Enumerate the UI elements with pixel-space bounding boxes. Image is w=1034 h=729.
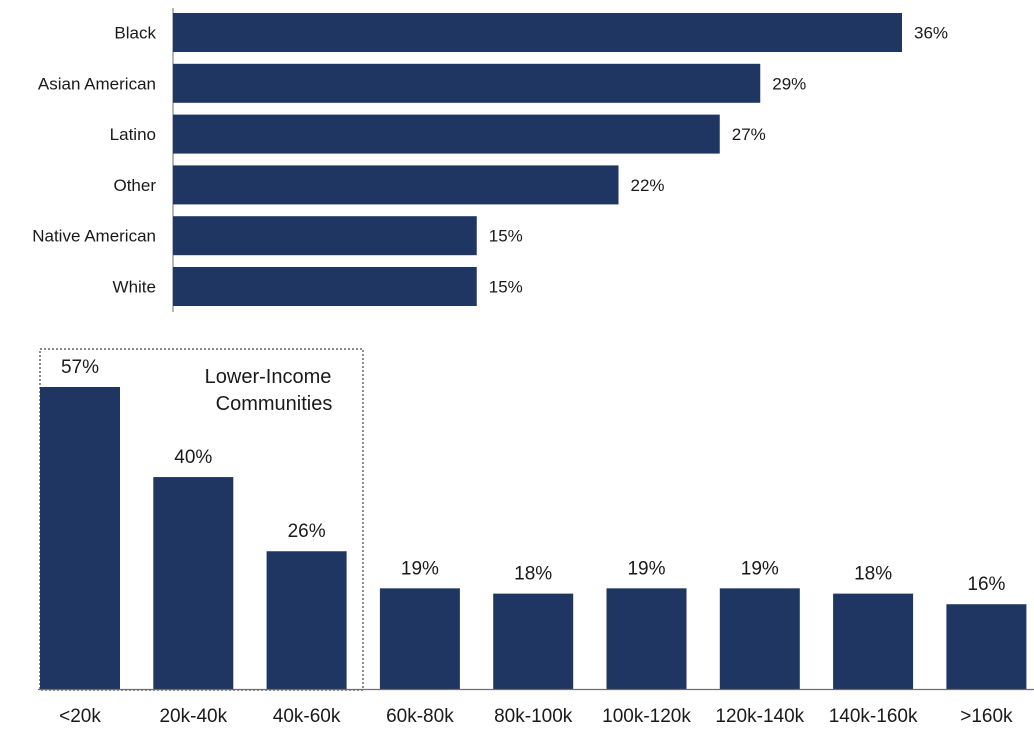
category-label: White (113, 278, 156, 297)
value-label: 26% (288, 521, 326, 542)
bar (173, 216, 477, 256)
bar (719, 588, 800, 689)
bar (833, 593, 914, 689)
bar (173, 13, 902, 52)
value-label: 19% (627, 558, 665, 579)
category-label: Black (114, 24, 156, 43)
value-label: 29% (772, 74, 806, 93)
value-label: 16% (967, 574, 1005, 595)
category-label: 120k-140k (715, 706, 804, 727)
value-label: 36% (914, 24, 948, 43)
category-label: Other (113, 176, 156, 195)
bar (606, 588, 687, 689)
category-label: Native American (32, 227, 156, 246)
race-ethnicity-bar-chart: Black 36% Asian American 29% Latino 27% Other 2… (32, 8, 948, 312)
value-label: 22% (631, 176, 665, 195)
annotation-line: Lower-Income (205, 366, 332, 388)
bar (173, 165, 619, 205)
value-label: 18% (854, 564, 892, 585)
value-label: 15% (489, 278, 523, 297)
category-label: 20k-40k (159, 706, 227, 727)
value-label: 15% (489, 227, 523, 246)
category-label: 60k-80k (386, 706, 454, 727)
bar (493, 593, 574, 689)
annotation-line: Communities (216, 393, 333, 415)
value-label: 57% (61, 357, 99, 378)
category-label: 100k-120k (602, 706, 691, 727)
value-label: 27% (732, 125, 766, 144)
value-label: 19% (401, 558, 439, 579)
value-label: 18% (514, 564, 552, 585)
bar (379, 588, 460, 689)
value-label: 40% (174, 447, 212, 468)
bar (946, 604, 1027, 689)
category-label: Asian American (38, 74, 156, 93)
bar (40, 387, 120, 689)
category-label: 40k-60k (273, 706, 341, 727)
bar (173, 63, 761, 103)
category-label: >160k (960, 706, 1013, 727)
category-label: 80k-100k (494, 706, 573, 727)
value-label: 19% (741, 558, 779, 579)
bar (173, 114, 720, 154)
bar (153, 477, 234, 689)
category-label: 140k-160k (829, 706, 918, 727)
category-label: Latino (110, 125, 156, 144)
income-bar-chart: Lower-Income Communities 57% <20k 40% 20k-40k… (38, 348, 1034, 727)
bar (266, 551, 347, 689)
bar (173, 267, 477, 306)
category-label: <20k (59, 706, 101, 727)
